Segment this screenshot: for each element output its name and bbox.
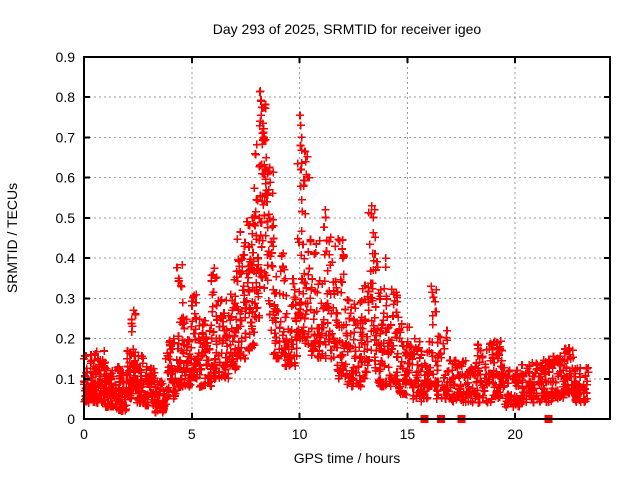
scatter-points <box>80 87 593 417</box>
y-tick-label: 0 <box>67 411 75 427</box>
y-tick-label: 0.6 <box>56 170 76 186</box>
x-tick-label: 5 <box>188 426 196 442</box>
tick-labels: 0 5 10 15 20 0 0.1 0.2 0.3 0.4 0.5 0.6 0.7 0.8 0.9 <box>56 49 524 442</box>
x-tick-label: 0 <box>80 426 88 442</box>
y-tick-label: 0.3 <box>56 290 76 306</box>
x-tick-label: 15 <box>400 426 416 442</box>
y-axis-label: SRMTID / TECUs <box>4 183 20 293</box>
chart-title: Day 293 of 2025, SRMTID for receiver ige… <box>213 21 482 37</box>
x-tick-label: 10 <box>292 426 308 442</box>
y-tick-label: 0.5 <box>56 210 76 226</box>
axes <box>83 56 611 420</box>
y-tick-label: 0.8 <box>56 89 76 105</box>
x-axis-label: GPS time / hours <box>294 450 401 466</box>
y-tick-label: 0.9 <box>56 49 76 65</box>
y-tick-label: 0.1 <box>56 371 76 387</box>
y-tick-label: 0.7 <box>56 129 76 145</box>
y-tick-label: 0.2 <box>56 331 76 347</box>
plot-frame <box>83 56 611 420</box>
x-tick-label: 20 <box>507 426 523 442</box>
y-tick-label: 0.4 <box>56 250 76 266</box>
